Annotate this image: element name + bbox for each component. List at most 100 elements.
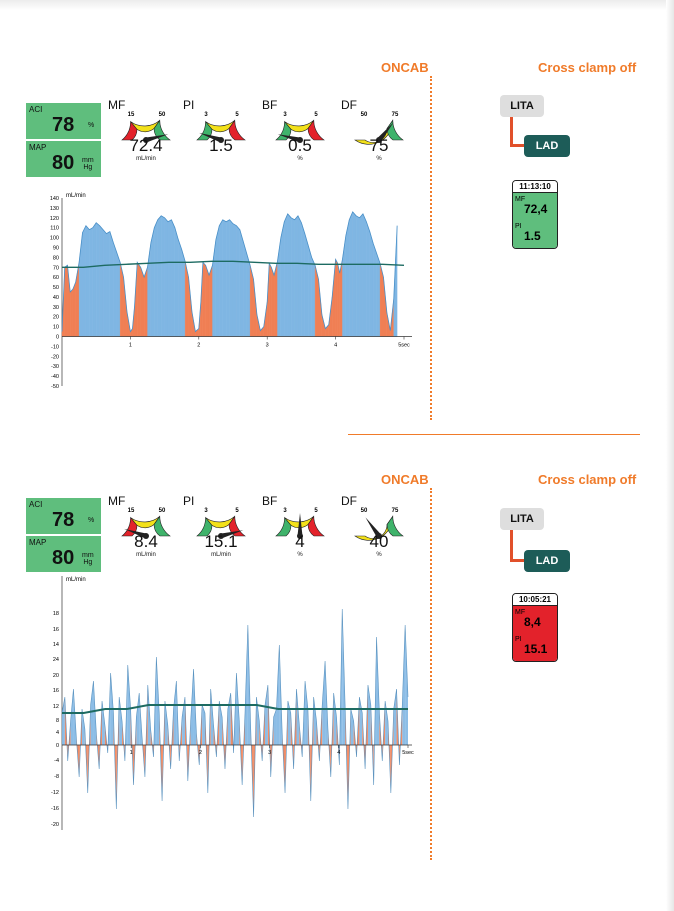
oncab-label: ONCAB bbox=[381, 60, 429, 75]
gauge-value: 75 bbox=[369, 136, 389, 155]
y-tick-label: -12 bbox=[51, 790, 59, 796]
flow-segment bbox=[62, 697, 65, 745]
y-tick-label: -30 bbox=[51, 364, 59, 370]
mean-flow-line bbox=[62, 260, 405, 268]
monitor-panel-2: ONCAB Cross clamp off ACI 78 % MAP 80 mm… bbox=[0, 430, 674, 860]
gauge-tick-right: 50 bbox=[159, 112, 166, 118]
map-value: 80 bbox=[52, 152, 75, 174]
gauge-hub bbox=[143, 137, 149, 143]
flow-segment bbox=[164, 701, 168, 745]
gauge-tick-left: 3 bbox=[283, 508, 287, 514]
gauge-label: BF bbox=[262, 98, 278, 112]
map-box: MAP 80 mm Hg bbox=[26, 141, 101, 177]
gauge-tick-left: 50 bbox=[361, 112, 368, 118]
y-tick-label: 10 bbox=[53, 325, 59, 331]
y-tick-label: 60 bbox=[53, 275, 59, 281]
aci-label: ACI bbox=[29, 105, 43, 114]
flow-segment bbox=[171, 219, 176, 337]
gauge-label: DF bbox=[341, 494, 357, 508]
flow-segment bbox=[64, 264, 68, 337]
x-tick-label: 2 bbox=[197, 343, 200, 349]
gauge-unit: mL/min bbox=[136, 156, 156, 162]
flow-segment bbox=[99, 225, 104, 337]
y-tick-label: 40 bbox=[53, 295, 59, 301]
measurement-card: 11:13:10 MF 72,4 PI 1.5 bbox=[512, 180, 558, 249]
flow-segment bbox=[342, 235, 347, 337]
map-unit: mm Hg bbox=[82, 157, 94, 171]
y-tick-label: 4 bbox=[56, 730, 59, 736]
flow-segment bbox=[70, 689, 74, 745]
flow-segment bbox=[154, 219, 158, 337]
flow-segment bbox=[287, 213, 292, 337]
mean-flow-line bbox=[62, 704, 408, 714]
gauge-value: 0.5 bbox=[288, 136, 312, 155]
flow-segment bbox=[313, 697, 317, 745]
flow-segment bbox=[345, 219, 350, 337]
gauge-needle bbox=[220, 530, 244, 539]
aci-value: 78 bbox=[52, 114, 75, 136]
aci-label: ACI bbox=[29, 500, 43, 509]
flow-segment bbox=[294, 215, 299, 337]
gauge-dial: 50 75 bbox=[354, 112, 404, 145]
y-tick-label: 70 bbox=[53, 265, 59, 271]
gauge-tick-right: 75 bbox=[392, 112, 399, 118]
y-tick-label: 110 bbox=[50, 226, 59, 232]
gauge-tick-right: 5 bbox=[314, 508, 318, 514]
flow-segment bbox=[296, 689, 300, 745]
flow-segment bbox=[337, 263, 340, 337]
flow-segment bbox=[287, 701, 291, 745]
y-tick-label: 0 bbox=[56, 335, 59, 341]
flow-segment bbox=[280, 221, 285, 337]
gauge-segment-green bbox=[386, 515, 404, 537]
map-label: MAP bbox=[29, 143, 47, 152]
gauge-hub bbox=[143, 533, 149, 539]
flow-segment bbox=[205, 265, 210, 337]
flow-segment bbox=[236, 673, 240, 745]
flow-segment bbox=[277, 237, 282, 337]
graft-connector-vertical bbox=[510, 530, 513, 562]
flow-segment bbox=[352, 211, 357, 337]
map-label: MAP bbox=[29, 538, 47, 547]
flow-segment bbox=[305, 681, 308, 745]
flow-segment bbox=[90, 681, 94, 745]
gauge-value: 4 bbox=[295, 532, 305, 551]
gauge-tick-right: 5 bbox=[235, 508, 239, 514]
flow-segment bbox=[150, 227, 155, 337]
flow-segment bbox=[373, 243, 377, 337]
flow-segment bbox=[119, 697, 123, 745]
gauge-tick-right: 50 bbox=[159, 508, 166, 514]
aci-unit: % bbox=[88, 517, 95, 524]
gauge-tick-left: 3 bbox=[204, 508, 208, 514]
graft-source-tag: LITA bbox=[500, 508, 544, 530]
flow-segment bbox=[376, 253, 381, 337]
gauge-segment-red bbox=[228, 119, 246, 141]
flow-segment bbox=[109, 231, 114, 337]
flow-segment bbox=[174, 227, 179, 337]
flow-segment bbox=[202, 261, 206, 337]
gauge-pi: PI 3 5 1.5 bbox=[183, 98, 259, 173]
map-box: MAP 80 mm Hg bbox=[26, 536, 101, 572]
y-tick-label: 20 bbox=[53, 315, 59, 321]
top-shadow-band bbox=[0, 0, 674, 10]
flow-segment bbox=[239, 229, 244, 337]
graft-connector-horizontal bbox=[510, 559, 526, 562]
card-mf-value: 8,4 bbox=[524, 615, 541, 629]
card-pi-label: PI bbox=[515, 223, 522, 230]
flow-segment bbox=[92, 222, 97, 337]
flow-segment bbox=[208, 265, 213, 337]
map-value: 80 bbox=[52, 547, 75, 569]
gauge-segment-green bbox=[153, 515, 171, 537]
flow-segment bbox=[178, 239, 182, 337]
card-mf-label: MF bbox=[515, 196, 526, 203]
flow-segment bbox=[265, 685, 268, 745]
flow-outline bbox=[61, 211, 398, 333]
flow-segment bbox=[210, 689, 214, 745]
flow-segment bbox=[355, 215, 360, 337]
x-tick-label: 5sec bbox=[402, 750, 414, 756]
flow-segment bbox=[269, 263, 272, 337]
y-tick-label: 20 bbox=[53, 673, 59, 679]
gauge-dial: 50 75 bbox=[354, 508, 404, 541]
